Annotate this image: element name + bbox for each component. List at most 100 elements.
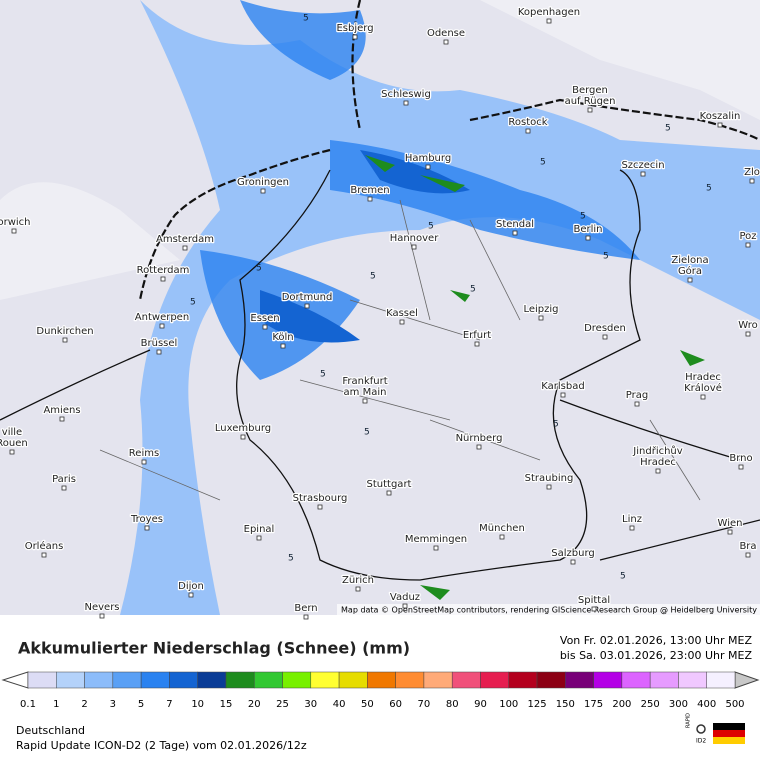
colorbar-segment — [338, 671, 368, 689]
contour-label: 5 — [190, 298, 196, 308]
city-label: Vaduz — [390, 592, 420, 603]
colorbar-segment — [282, 671, 312, 689]
city-label: Stendal — [496, 219, 534, 230]
colorbar-segment — [27, 671, 57, 689]
contour-label: 5 — [620, 572, 626, 582]
precip-area — [260, 150, 470, 343]
period-start: Von Fr. 02.01.2026, 13:00 Uhr MEZ — [560, 634, 753, 647]
city-label: Linz — [622, 514, 642, 525]
city-dot — [303, 614, 309, 620]
colorbar-tick-label: 10 — [191, 699, 204, 710]
colorbar-tick-label: 175 — [584, 699, 603, 710]
city-dot — [717, 122, 723, 128]
colorbar-tick-label: 60 — [389, 699, 402, 710]
city-label: Esbjerg — [336, 23, 373, 34]
model-run: Rapid Update ICON-D2 (2 Tage) vom 02.01.… — [16, 739, 307, 752]
colorbar-tick-label: 80 — [446, 699, 459, 710]
city-label: am Main — [344, 387, 387, 398]
city-dot — [538, 315, 544, 321]
city-dot — [403, 100, 409, 106]
colorbar-tick-label: 1 — [53, 699, 59, 710]
colorbar-tick-label: 125 — [527, 699, 546, 710]
contour-label: 5 — [320, 370, 326, 380]
city-label: Antwerpen — [135, 312, 189, 323]
city-dot — [629, 525, 635, 531]
city-label: Orléans — [25, 540, 64, 552]
colorbar-segment — [367, 671, 396, 689]
city-label: Hradec — [685, 372, 721, 383]
city-label: Wien — [718, 518, 743, 529]
city-label: Zürich — [342, 575, 374, 586]
contour-label: 5 — [706, 184, 712, 194]
colorbar-segment — [649, 671, 679, 689]
region: Deutschland — [16, 724, 85, 737]
city-label: Reims — [129, 448, 159, 459]
logo-text: RAPID — [686, 713, 692, 728]
colorbar-segment — [678, 671, 707, 689]
city-label: Jindřichův — [632, 445, 682, 457]
colorbar-tick-label: 30 — [304, 699, 317, 710]
contour-label: 5 — [470, 285, 476, 295]
city-label: Prag — [626, 390, 648, 401]
city-label: Amsterdam — [156, 234, 214, 245]
city-dot — [655, 468, 661, 474]
city-dot — [317, 504, 323, 510]
city-dot — [304, 303, 310, 309]
city-label: ville — [2, 427, 22, 438]
city-dot — [62, 337, 68, 343]
colorbar-segment — [225, 671, 255, 689]
city-dot — [156, 349, 162, 355]
city-dot — [182, 245, 188, 251]
contour-label: 5 — [428, 222, 434, 232]
city-label: Bremen — [350, 185, 389, 196]
city-dot — [11, 228, 17, 234]
legend-title: Akkumulierter Niederschlag (Schnee) (mm) — [18, 639, 410, 658]
city-dot — [411, 244, 417, 250]
city-label: Memmingen — [405, 534, 467, 545]
colorbar-segment — [423, 671, 453, 689]
city-label: Amiens — [43, 405, 80, 416]
city-label: orwich — [0, 217, 31, 228]
city-label: Hannover — [390, 233, 440, 244]
city-dot — [745, 552, 751, 558]
colorbar-segment — [197, 671, 227, 689]
city-label: Kassel — [386, 308, 418, 319]
colorbar-tick-label: 70 — [418, 699, 431, 710]
city-dot — [433, 545, 439, 551]
colorbar-tick-label: 20 — [248, 699, 261, 710]
contour-label: 5 — [303, 14, 309, 24]
city-dot — [386, 490, 392, 496]
city-dot — [745, 242, 751, 248]
city-dot — [546, 18, 552, 24]
logo-icon — [696, 724, 706, 734]
city-dot — [99, 613, 105, 619]
flag — [713, 737, 745, 744]
city-label: Bergen — [572, 85, 608, 96]
city-label: Kopenhagen — [518, 7, 580, 18]
colorbar-high-end — [734, 671, 760, 689]
city-label: Poz — [739, 231, 756, 242]
city-dot — [9, 449, 15, 455]
city-label: Salzburg — [551, 548, 594, 559]
colorbar-tick-label: 50 — [361, 699, 374, 710]
city-label: Bra — [739, 541, 756, 552]
city-label: Schleswig — [381, 89, 431, 100]
colorbar-segment — [56, 671, 85, 689]
contour-label: 5 — [370, 272, 376, 282]
city-dot — [749, 178, 755, 184]
city-dot — [634, 401, 640, 407]
city-dot — [159, 323, 165, 329]
precip-area — [120, 0, 760, 615]
city-label: Nevers — [84, 602, 119, 613]
colorbar-segment — [536, 671, 566, 689]
city-label: Köln — [272, 332, 293, 343]
colorbar-segment — [593, 671, 623, 689]
contour-label: 5 — [288, 554, 294, 564]
colorbar-segment — [310, 671, 340, 689]
city-label: Berlin — [573, 224, 602, 235]
city-dot — [474, 341, 480, 347]
city-dot — [352, 34, 358, 40]
city-label: Stuttgart — [367, 479, 412, 490]
colorbar-segment — [84, 671, 114, 689]
